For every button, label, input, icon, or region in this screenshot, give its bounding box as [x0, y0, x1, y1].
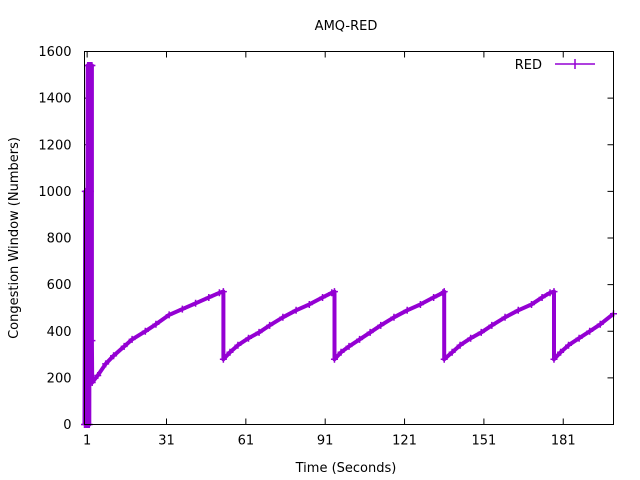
y-tick-label: 1000 [38, 185, 71, 200]
x-tick-label: 61 [238, 434, 255, 449]
y-tick-labels: 0 200 400 600 800 1000 1200 1400 1600 [38, 45, 71, 433]
y-tick-label: 400 [47, 325, 72, 340]
data-point [528, 300, 536, 308]
data-point [403, 306, 411, 314]
data-point [165, 311, 173, 319]
data-point [596, 320, 604, 328]
data-point [356, 335, 364, 343]
data-point [337, 348, 345, 356]
data-point [575, 334, 583, 342]
x-tick-label: 91 [317, 434, 334, 449]
legend: RED [515, 58, 595, 73]
data-point [215, 289, 223, 297]
data-point [366, 328, 374, 336]
data-point [557, 348, 565, 356]
data-point [205, 293, 213, 301]
data-point [377, 321, 385, 329]
data-point [255, 328, 263, 336]
data-point [141, 327, 149, 335]
data-point [586, 327, 594, 335]
chart-title: AMQ-RED [315, 19, 378, 34]
data-point [88, 379, 96, 387]
data-point [120, 342, 128, 350]
data-point [550, 288, 558, 296]
x-axis-label: Time (Seconds) [295, 461, 397, 476]
x-tick-labels: 1 31 61 91 121 151 181 [83, 434, 576, 449]
data-point [440, 355, 448, 363]
y-tick-label: 1200 [38, 138, 71, 153]
data-point [219, 355, 227, 363]
data-point [88, 337, 96, 345]
data-point [279, 313, 287, 321]
x-tick-label: 151 [471, 434, 496, 449]
plot-frame [84, 51, 614, 425]
data-point [88, 61, 96, 69]
y-tick-label: 600 [47, 278, 72, 293]
data-point [439, 289, 447, 297]
data-point [330, 288, 338, 296]
data-point [416, 300, 424, 308]
series-layer [81, 61, 617, 428]
data-point [430, 293, 438, 301]
data-point [488, 321, 496, 329]
axis-ticks [84, 51, 614, 425]
data-point [345, 342, 353, 350]
x-tick-label: 31 [158, 434, 175, 449]
data-point [219, 288, 227, 296]
data-point [192, 299, 200, 307]
y-tick-label: 800 [47, 232, 72, 247]
data-point [514, 306, 522, 314]
data-point [94, 372, 102, 380]
data-point [538, 293, 546, 301]
data-point [152, 320, 160, 328]
x-tick-label: 1 [83, 434, 91, 449]
data-point [390, 313, 398, 321]
y-tick-label: 1600 [38, 45, 71, 60]
data-point [244, 334, 252, 342]
data-point [448, 348, 456, 356]
y-tick-label: 0 [63, 418, 71, 433]
data-point [550, 355, 558, 363]
data-point [501, 313, 509, 321]
data-point [110, 352, 118, 360]
data-point [128, 335, 136, 343]
series-line-red [82, 63, 615, 427]
x-tick-label: 121 [392, 434, 417, 449]
data-point [330, 355, 338, 363]
data-point [234, 341, 242, 349]
x-tick-label: 181 [551, 434, 576, 449]
data-point [456, 341, 464, 349]
data-point [102, 360, 110, 368]
data-point [226, 348, 234, 356]
data-point [266, 321, 274, 329]
data-point [565, 341, 573, 349]
data-point [292, 306, 300, 314]
data-point [440, 288, 448, 296]
data-point [467, 334, 475, 342]
data-point [178, 305, 186, 313]
y-tick-label: 1400 [38, 92, 71, 107]
data-point [546, 289, 554, 297]
data-point [319, 293, 327, 301]
y-axis-label: Congestion Window (Numbers) [7, 137, 22, 339]
data-point [86, 187, 94, 195]
data-point [305, 300, 313, 308]
y-tick-label: 200 [47, 371, 72, 386]
data-point [477, 328, 485, 336]
legend-label-red: RED [515, 58, 542, 73]
